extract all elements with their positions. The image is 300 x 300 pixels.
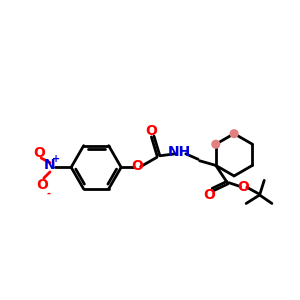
Text: +: + — [52, 154, 60, 164]
Text: N: N — [44, 158, 56, 172]
Text: O: O — [131, 159, 143, 173]
Text: O: O — [145, 124, 157, 138]
Circle shape — [230, 130, 238, 137]
Text: NH: NH — [168, 145, 191, 158]
Circle shape — [212, 140, 220, 148]
Text: O: O — [36, 178, 48, 192]
Text: O: O — [238, 179, 249, 194]
Text: O: O — [33, 146, 45, 160]
Text: O: O — [204, 188, 216, 203]
Text: -: - — [46, 189, 50, 199]
